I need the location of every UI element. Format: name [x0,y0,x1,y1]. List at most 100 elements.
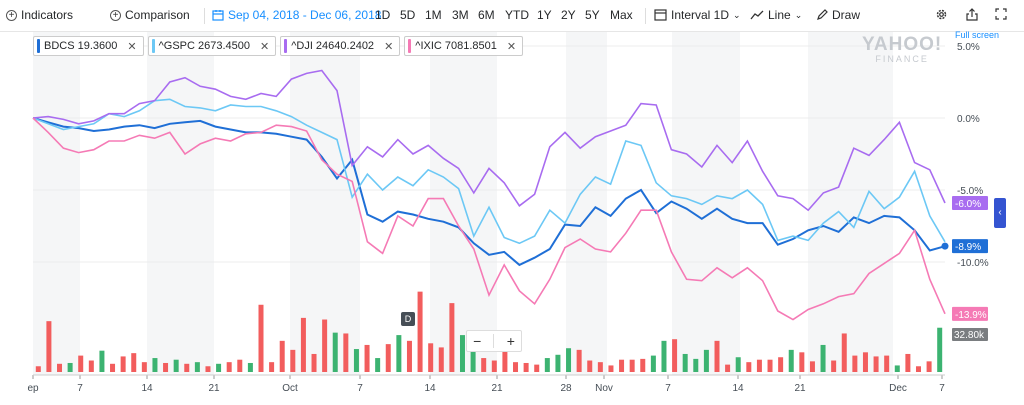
x-tick-label: 7 [665,383,671,394]
volume-bar [332,332,338,372]
week-band [672,32,740,375]
range-button-1m[interactable]: 1M [425,8,442,22]
volume-bar [513,362,519,372]
volume-bar [629,359,635,372]
volume-bar [481,358,487,372]
volume-bar [406,340,412,372]
x-axis: ep 7 14 21 Oct 7 14 21 28 Nov 7 14 21 Dec 7 [27,374,945,394]
volume-bar [438,347,444,372]
draw-button[interactable]: Draw [816,8,860,22]
volume-bar [131,353,137,372]
interval-label: Interval 1D [671,8,730,22]
last-value-badge [952,195,988,210]
last-value-badges: -8.9% -6.0% -13.9% 32.80k [952,195,988,341]
volume-bar [322,319,328,372]
close-icon[interactable]: ✕ [384,40,394,53]
volume-bar [619,359,625,372]
gear-icon [936,9,947,20]
series-color-swatch [37,39,40,53]
chip-ixic[interactable]: ^IXIC 7081.8501 ✕ [404,36,524,56]
range-button-6m[interactable]: 6M [478,8,495,22]
volume-bar [459,335,465,372]
volume-bar [35,366,41,372]
chip-gspc[interactable]: ^GSPC 2673.4500 ✕ [147,36,277,56]
indicators-button[interactable]: + Indicators [6,8,73,22]
chart-type-dropdown[interactable]: Line ⌄ [750,8,802,22]
range-button-ytd[interactable]: YTD [505,8,529,22]
week-band [147,32,214,375]
series-line-ixic [32,117,946,321]
week-band [566,32,607,375]
share-icon [966,8,978,21]
chip-bdcs[interactable]: BDCS 19.3600 ✕ [33,36,144,56]
volume-bar [608,365,614,372]
volume-bar [470,344,476,372]
settings-button[interactable] [935,8,948,21]
close-icon[interactable]: ✕ [506,40,517,53]
chevron-down-icon: ⌄ [794,9,803,20]
volume-bar [523,362,529,372]
range-button-max[interactable]: Max [610,8,633,22]
zoom-in-button[interactable]: + [506,333,515,349]
expand-icon [995,8,1007,20]
volume-bar [884,355,890,372]
x-tick-label: 7 [939,383,945,394]
x-tick-label: 28 [560,383,572,394]
share-button[interactable] [966,8,978,21]
calendar-icon [212,10,224,21]
volume-bar [788,349,794,372]
volume-bar [502,345,508,372]
y-axis: 5.0% 0.0% -5.0% -10.0% [957,42,989,269]
volume-bar [566,348,572,372]
x-tick-label: Oct [282,383,298,394]
series-line-gspc [32,98,946,245]
zoom-divider [493,334,495,348]
range-button-3m[interactable]: 3M [452,8,469,22]
toolbar-divider [204,8,205,24]
zoom-out-button[interactable]: − [473,333,482,349]
range-button-5y[interactable]: 5Y [585,8,600,22]
volume-bar [184,363,190,372]
x-tick-label: 21 [491,383,503,394]
volume-bar [449,303,455,372]
series-color-swatch [151,39,155,53]
volume-bar [725,364,731,372]
volume-bar [820,344,826,372]
range-label: 1D [375,8,391,22]
series-line-bdcs [32,117,946,267]
x-tick-label: 21 [208,383,220,394]
x-tick-label: 7 [77,383,83,394]
volume-bar [873,356,879,372]
watermark-sub: FINANCE [875,54,929,64]
series-color-swatch [284,39,288,53]
last-value-label: -13.9% [955,310,987,321]
volume-bar [714,340,720,372]
close-icon[interactable]: ✕ [260,40,270,53]
interval-dropdown[interactable]: Interval 1D ⌄ [654,8,741,22]
comparison-chips: BDCS 19.3600 ✕ ^GSPC 2673.4500 ✕ ^DJI 24… [33,36,524,56]
range-button-5d[interactable]: 5D [400,8,415,22]
range-button-2y[interactable]: 2Y [561,8,576,22]
volume-bar [703,349,709,372]
volume-bar [650,355,656,372]
range-label: YTD [505,8,529,22]
date-range-button[interactable]: Sep 04, 2018 - Dec 06, 2018 [212,8,381,22]
range-button-1y[interactable]: 1Y [537,8,552,22]
fullscreen-button[interactable] [995,8,1007,20]
x-tick-label: Dec [889,383,907,394]
volume-bar [396,335,402,372]
pencil-icon [817,9,828,20]
chip-label: ^IXIC 7081.8501 [415,40,497,52]
fullscreen-link[interactable]: Full screen [955,30,999,40]
range-button-1d[interactable]: 1D [375,8,390,22]
d-badge[interactable]: D [401,312,415,326]
volume-bar [343,333,349,372]
chip-dji[interactable]: ^DJI 24640.2402 ✕ [280,36,401,56]
close-icon[interactable]: ✕ [127,40,137,53]
side-panel-handle[interactable]: ‹ [994,198,1006,228]
range-label: Max [610,8,633,22]
comparison-button[interactable]: + Comparison [110,8,190,22]
volume-bar [894,365,900,372]
indicators-label: Indicators [21,8,74,22]
